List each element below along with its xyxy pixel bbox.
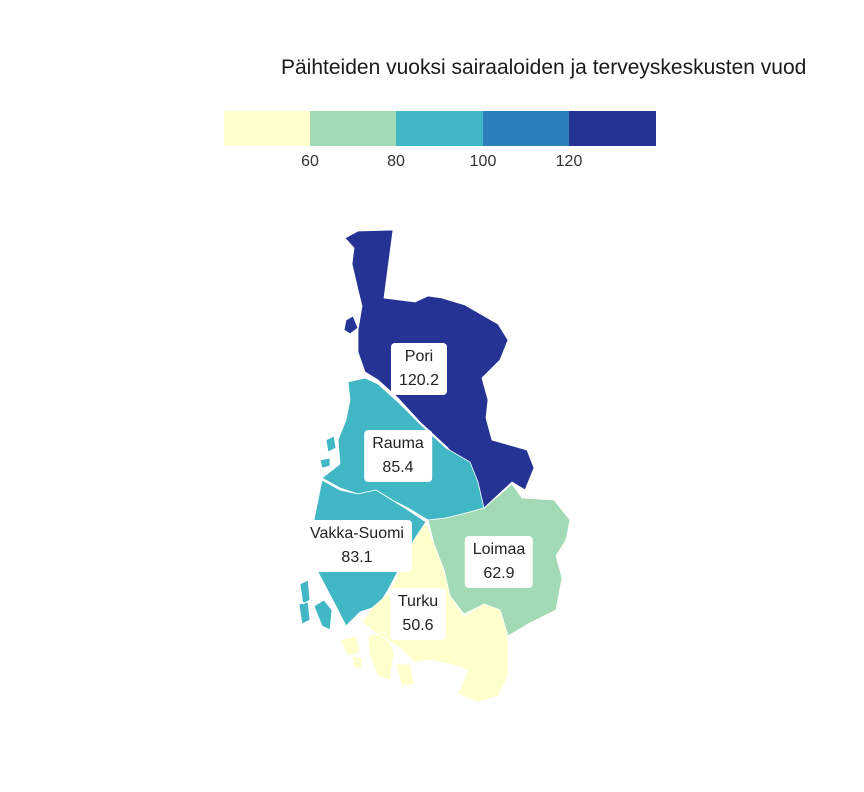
region-value: 83.1 (341, 549, 373, 566)
region-name: Vakka-Suomi (310, 525, 404, 542)
region-label-vakka-suomi: Vakka-Suomi 83.1 (302, 520, 412, 572)
legend-tick-80: 80 (387, 153, 405, 170)
region-value: 50.6 (402, 617, 434, 634)
legend-swatch-2 (310, 111, 397, 146)
region-label-pori: Pori 120.2 (390, 343, 448, 395)
region-name: Rauma (372, 435, 424, 452)
region-label-loimaa: Loimaa 62.9 (464, 536, 534, 588)
legend-tick-100: 100 (469, 153, 497, 170)
region-name: Loimaa (472, 541, 526, 558)
legend-swatch-1 (224, 111, 311, 146)
legend-swatch-3 (396, 111, 483, 146)
color-legend: 60 80 100 120 (224, 111, 656, 170)
legend-swatch-5 (569, 111, 656, 146)
region-label-rauma: Rauma 85.4 (364, 430, 432, 482)
region-label-turku: Turku 50.6 (389, 588, 447, 640)
region-value: 62.9 (483, 565, 515, 582)
region-name: Pori (404, 348, 434, 365)
region-value: 120.2 (398, 372, 440, 389)
region-value: 85.4 (382, 459, 414, 476)
legend-tick-60: 60 (301, 153, 319, 170)
legend-tick-120: 120 (555, 153, 583, 170)
legend-swatch-4 (483, 111, 570, 146)
region-name: Turku (397, 593, 439, 610)
map-title: Päihteiden vuoksi sairaaloiden ja tervey… (281, 56, 807, 79)
